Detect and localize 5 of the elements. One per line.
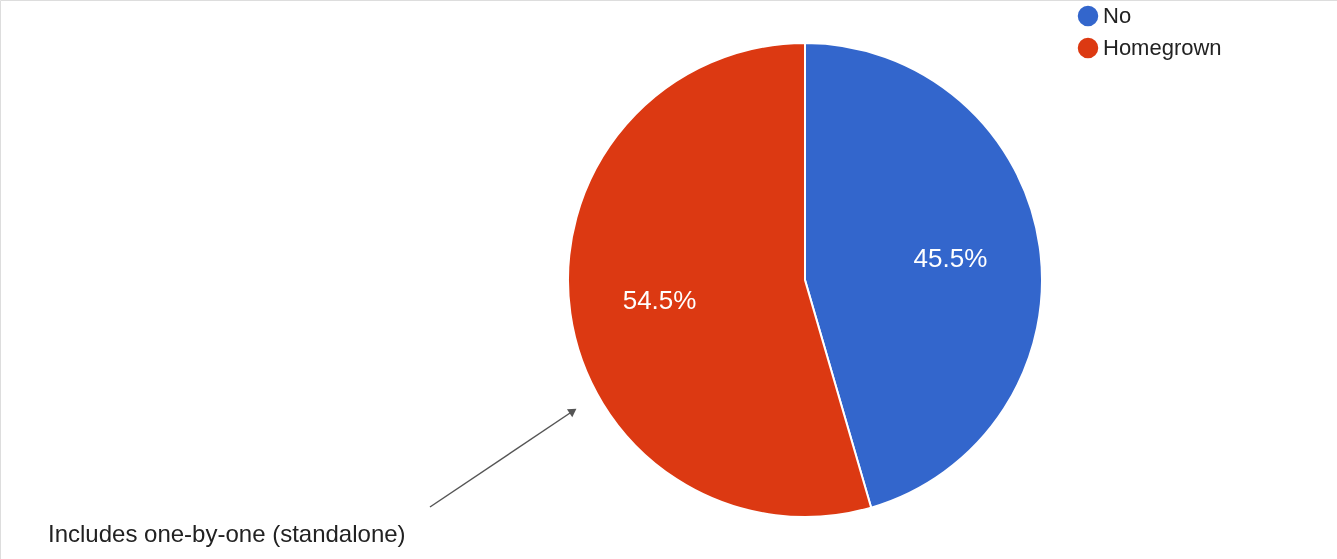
legend-label: No: [1103, 3, 1132, 28]
text: Includes one-by-one (standalone): [48, 520, 406, 547]
data-label: 54.5%: [622, 284, 697, 315]
data-label: 45.5%: [913, 243, 988, 274]
legend-label: Homegrown: [1103, 35, 1222, 60]
